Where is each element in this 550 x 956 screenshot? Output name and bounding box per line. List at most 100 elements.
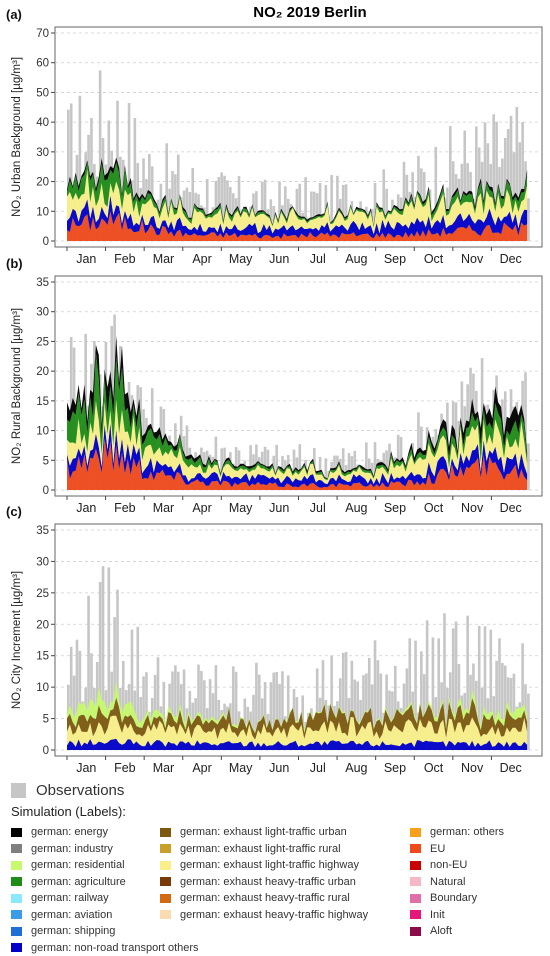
month-label: Aug [345, 761, 367, 775]
y-tick-label: 25 [36, 588, 49, 600]
legend-label: german: exhaust light-traffic rural [180, 843, 341, 855]
month-label: Jan [76, 501, 96, 515]
month-label: May [229, 252, 253, 266]
obs-bar [527, 443, 530, 490]
month-label: Oct [424, 252, 444, 266]
obs-bar [527, 694, 530, 750]
legend-item: Init [410, 907, 504, 924]
legend-label: german: railway [31, 892, 109, 904]
y-tick-label: 5 [43, 714, 49, 726]
legend-label: german: non-road transport others [31, 942, 199, 954]
y-tick-label: 15 [36, 651, 49, 663]
legend-swatch [11, 927, 22, 936]
month-label: Mar [153, 501, 175, 515]
month-label: Dec [500, 501, 522, 515]
month-label: Jul [310, 761, 326, 775]
legend-item: german: non-road transport others [11, 940, 199, 956]
legend-swatch [11, 844, 22, 853]
month-label: May [229, 501, 253, 515]
legend-swatch [160, 828, 171, 837]
month-label: Apr [192, 761, 211, 775]
legend-label: german: exhaust heavy-traffic highway [180, 909, 368, 921]
legend-label: Boundary [430, 892, 477, 904]
legend-swatch [160, 910, 171, 919]
legend-swatch [410, 861, 421, 870]
month-label: Dec [500, 761, 522, 775]
legend-item: german: exhaust heavy-traffic urban [160, 874, 368, 891]
observations-label: Observations [36, 782, 124, 799]
legend-swatch [410, 910, 421, 919]
figure-title: NO₂ 2019 Berlin [253, 4, 366, 21]
month-label: Feb [114, 501, 136, 515]
legend-item: german: exhaust heavy-traffic rural [160, 890, 368, 907]
month-label: Jan [76, 252, 96, 266]
month-label: Nov [461, 761, 484, 775]
y-tick-label: 35 [36, 277, 49, 289]
y-axis-label: NO₂ City Increment [µg/m³] [11, 571, 23, 709]
y-tick-label: 50 [36, 87, 49, 99]
month-label: Oct [424, 761, 444, 775]
legend-item: EU [410, 841, 504, 858]
y-tick-label: 25 [36, 336, 49, 348]
legend-swatch [160, 877, 171, 886]
y-tick-label: 10 [36, 426, 49, 438]
observations-swatch [11, 783, 26, 798]
month-label: Mar [153, 252, 175, 266]
obs-bar [527, 198, 530, 241]
legend-item: Aloft [410, 923, 504, 940]
y-tick-label: 5 [43, 455, 49, 467]
y-tick-label: 20 [36, 177, 49, 189]
month-label: Jun [269, 252, 289, 266]
legend: Observations Simulation (Labels): german… [0, 782, 550, 945]
legend-swatch [11, 828, 22, 837]
month-label: Aug [345, 501, 367, 515]
panel-tag: (b) [6, 256, 23, 271]
legend-item: german: others [410, 824, 504, 841]
y-tick-label: 15 [36, 396, 49, 408]
legend-swatch [410, 894, 421, 903]
legend-item: german: shipping [11, 923, 199, 940]
legend-swatch [11, 877, 22, 886]
month-label: Nov [461, 252, 484, 266]
legend-label: Natural [430, 876, 465, 888]
legend-swatch [160, 894, 171, 903]
legend-label: Aloft [430, 925, 452, 937]
y-tick-label: 35 [36, 525, 49, 537]
month-label: Sep [384, 501, 406, 515]
legend-label: german: energy [31, 826, 108, 838]
legend-label: german: exhaust heavy-traffic rural [180, 892, 350, 904]
y-tick-label: 30 [36, 556, 49, 568]
y-axis-label: NO₂ Rural Background [µg/m³] [11, 308, 23, 464]
legend-label: german: exhaust heavy-traffic urban [180, 876, 356, 888]
month-label: Sep [384, 761, 406, 775]
month-label: Feb [114, 252, 136, 266]
month-label: Aug [345, 252, 367, 266]
y-tick-label: 20 [36, 619, 49, 631]
panel-tag: (c) [6, 504, 22, 519]
y-axis-label: NO₂ Urban Background [µg/m³] [11, 57, 23, 217]
legend-label: german: shipping [31, 925, 115, 937]
y-tick-label: 30 [36, 147, 49, 159]
legend-swatch [410, 844, 421, 853]
legend-swatch [160, 844, 171, 853]
legend-label: non-EU [430, 859, 467, 871]
y-tick-label: 60 [36, 58, 49, 70]
y-tick-label: 40 [36, 117, 49, 129]
y-tick-label: 0 [43, 236, 49, 248]
y-tick-label: 20 [36, 366, 49, 378]
month-label: Oct [424, 501, 444, 515]
legend-label: Init [430, 909, 445, 921]
month-label: Apr [192, 501, 211, 515]
legend-label: german: industry [31, 843, 113, 855]
legend-label: german: exhaust light-traffic highway [180, 859, 359, 871]
legend-swatch [11, 910, 22, 919]
month-label: Sep [384, 252, 406, 266]
legend-item: non-EU [410, 857, 504, 874]
legend-swatch [410, 828, 421, 837]
legend-observations: Observations [11, 782, 124, 799]
